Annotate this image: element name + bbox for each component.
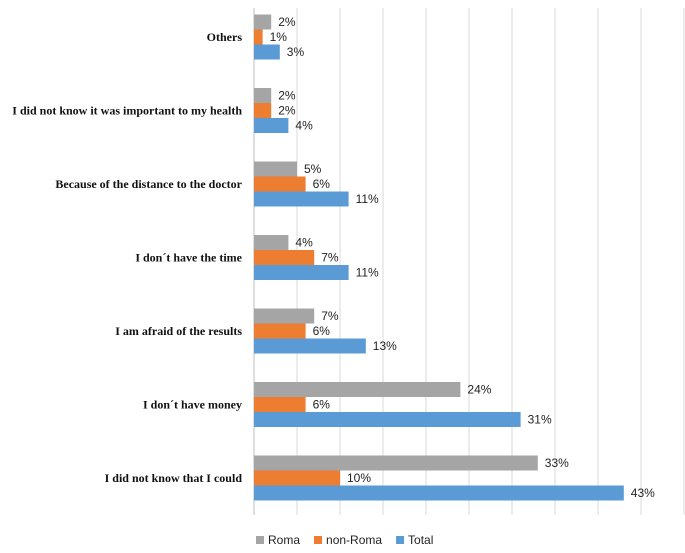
data-label: 7%: [321, 309, 339, 323]
data-label: 1%: [270, 30, 288, 44]
bar-non-roma: [254, 103, 272, 118]
data-label: 4%: [295, 236, 313, 250]
bar-total: [254, 338, 366, 354]
data-label: 31%: [528, 413, 552, 427]
bar-total: [254, 118, 289, 133]
legend: Roma non-Roma Total: [256, 533, 433, 547]
bar-non-roma: [254, 176, 306, 192]
bar-total: [254, 412, 521, 427]
bar-total: [254, 44, 280, 60]
data-label: 24%: [467, 383, 491, 397]
legend-label: non-Roma: [326, 533, 382, 547]
bar-non-roma: [254, 397, 306, 412]
bar-non-roma: [254, 250, 315, 265]
gridlines: [253, 8, 685, 515]
data-label: 6%: [313, 398, 331, 412]
bar-roma: [254, 308, 315, 324]
bars: [254, 14, 624, 501]
bar-roma: [254, 88, 272, 103]
bar-non-roma: [254, 29, 263, 45]
bar-total: [254, 191, 349, 207]
legend-label: Roma: [268, 533, 300, 547]
category-label: Because of the distance to the doctor: [55, 177, 242, 191]
data-label: 7%: [321, 251, 339, 265]
category-label: I did not know it was important to my he…: [12, 104, 242, 118]
category-label: I am afraid of the results: [115, 324, 242, 338]
category-label: I did not know that I could: [105, 471, 243, 485]
data-label: 3%: [287, 45, 305, 59]
data-label: 2%: [278, 104, 296, 118]
bar-non-roma: [254, 470, 340, 486]
legend-swatch: [256, 536, 264, 544]
data-label: 2%: [278, 89, 296, 103]
legend-label: Total: [408, 533, 433, 547]
data-label: 11%: [356, 192, 379, 206]
bar-total: [254, 265, 349, 280]
data-label: 13%: [373, 339, 397, 353]
category-label: I don´t have money: [143, 398, 242, 412]
data-label: 11%: [356, 266, 379, 280]
data-label: 6%: [313, 324, 331, 338]
data-label: 4%: [295, 119, 313, 133]
bar-non-roma: [254, 323, 306, 339]
data-label: 5%: [304, 162, 322, 176]
bar-roma: [254, 382, 461, 397]
bar-roma: [254, 161, 297, 177]
category-label: I don´t have the time: [135, 251, 242, 265]
bar-roma: [254, 14, 272, 30]
data-label: 10%: [347, 471, 371, 485]
data-label: 6%: [313, 177, 331, 191]
legend-swatch: [314, 536, 323, 544]
bar-roma: [254, 455, 538, 471]
legend-swatch: [396, 536, 405, 544]
bar-total: [254, 485, 624, 501]
bar-roma: [254, 235, 289, 250]
data-label: 43%: [631, 486, 655, 500]
category-label: Others: [207, 30, 243, 44]
data-label: 33%: [545, 456, 569, 470]
data-label: 2%: [278, 15, 296, 29]
